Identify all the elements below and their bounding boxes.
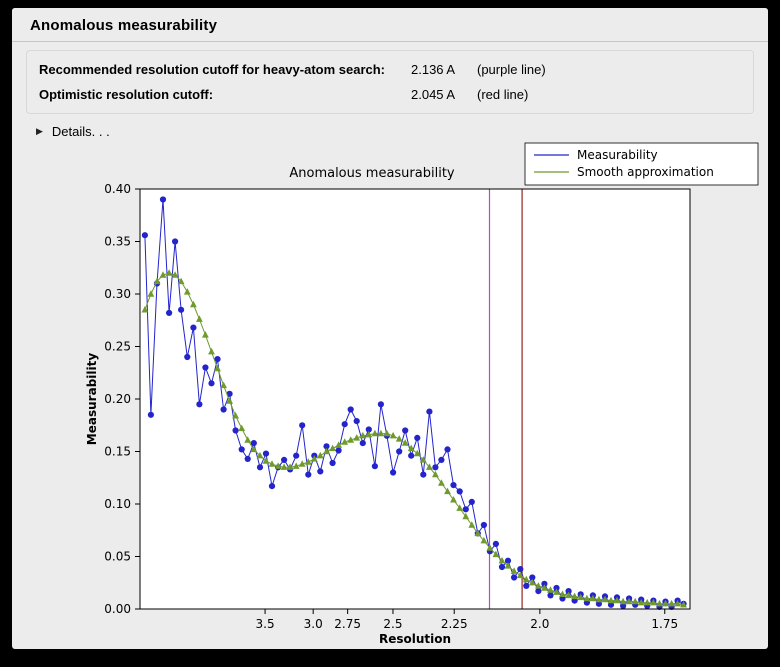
- x-axis-ticks: 3.5 3.0 2.75 2.5 2.25 2.0 1.75: [256, 609, 678, 631]
- y-axis-label: Measurability: [85, 353, 99, 446]
- y-axis-ticks: 0.00 0.05 0.10 0.15 0.20 0.25 0.30 0.35 0.40: [104, 182, 140, 616]
- x-tick-label: 2.25: [441, 617, 468, 631]
- window-header: Anomalous measurability: [12, 8, 768, 42]
- y-tick-label: 0.35: [104, 235, 131, 249]
- chart-title: Anomalous measurability: [289, 166, 455, 181]
- anomalous-measurability-window: Anomalous measurability Recommended reso…: [12, 8, 768, 649]
- measurability-chart: 0.000.050.100.150.200.250.300.350.403.5 3…: [85, 142, 759, 646]
- legend: Measurability Smooth approximation: [524, 142, 759, 186]
- series-markers-1: [141, 269, 687, 608]
- recommended-cutoff-note: (purple line): [477, 62, 546, 77]
- x-tick-label: 2.5: [383, 617, 402, 631]
- y-tick-label: 0.25: [104, 340, 131, 354]
- disclosure-triangle-icon: ▶: [36, 126, 43, 136]
- x-tick-label: 3.5: [256, 617, 275, 631]
- details-disclosure[interactable]: ▶ Details. . .: [36, 124, 146, 139]
- legend-box: [524, 142, 759, 186]
- y-tick-label: 0.05: [104, 550, 131, 564]
- plot-area: [140, 189, 690, 609]
- legend-label-1: Smooth approximation: [577, 165, 714, 179]
- optimistic-cutoff-row: Optimistic resolution cutoff: 2.045 A (r…: [39, 82, 741, 107]
- y-tick-label: 0.00: [104, 602, 131, 616]
- x-tick-label: 2.0: [530, 617, 549, 631]
- x-axis-label: Resolution: [379, 632, 451, 646]
- y-tick-label: 0.40: [104, 182, 131, 196]
- recommended-cutoff-row: Recommended resolution cutoff for heavy-…: [39, 57, 741, 82]
- recommended-cutoff-label: Recommended resolution cutoff for heavy-…: [39, 62, 386, 77]
- page-title: Anomalous measurability: [30, 17, 218, 34]
- cutoff-info-panel: Recommended resolution cutoff for heavy-…: [26, 50, 754, 114]
- y-tick-label: 0.30: [104, 287, 131, 301]
- x-tick-label: 1.75: [651, 617, 678, 631]
- details-label: Details. . .: [51, 124, 110, 139]
- legend-label-0: Measurability: [577, 148, 658, 162]
- y-tick-label: 0.15: [104, 445, 131, 459]
- y-tick-label: 0.10: [104, 497, 131, 511]
- optimistic-cutoff-note: (red line): [477, 87, 529, 102]
- y-tick-label: 0.20: [104, 392, 131, 406]
- recommended-cutoff-value: 2.136 A: [411, 62, 456, 77]
- x-tick-label: 2.75: [334, 617, 361, 631]
- optimistic-cutoff-value: 2.045 A: [411, 87, 456, 102]
- x-tick-label: 3.0: [304, 617, 323, 631]
- optimistic-cutoff-label: Optimistic resolution cutoff:: [39, 87, 214, 102]
